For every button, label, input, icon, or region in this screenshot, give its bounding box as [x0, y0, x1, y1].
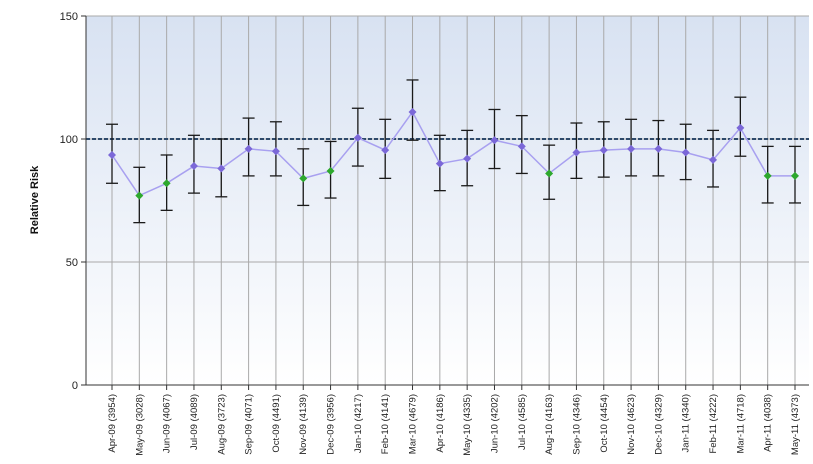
data-point	[791, 171, 799, 180]
x-tick-labels: Apr-09 (3954) May-09 (3028) Jun-09 (4067) J…	[107, 394, 801, 456]
data-point	[627, 144, 636, 153]
data-point	[326, 166, 335, 175]
x-tick-label: Feb-10 (4141)	[380, 394, 391, 454]
data-point	[244, 144, 253, 153]
data-point	[572, 148, 581, 157]
x-tick-label: May-10 (4335)	[462, 394, 473, 456]
x-tick-label: Aug-09 (3723)	[216, 394, 227, 455]
data-point	[517, 142, 526, 151]
data-point	[189, 162, 198, 171]
data-point	[654, 144, 663, 153]
y-axis-title: Relative Risk	[29, 165, 41, 234]
y-tick-label: 50	[66, 257, 78, 269]
axes	[81, 15, 809, 390]
data-point	[463, 154, 472, 163]
data-point	[599, 146, 608, 155]
y-tick-label: 150	[60, 11, 78, 23]
series-path	[111, 110, 795, 197]
x-tick-label: Aug-10 (4163)	[544, 394, 555, 455]
plot-area	[86, 16, 809, 385]
data-point	[162, 179, 171, 188]
data-point	[490, 136, 499, 145]
x-tick-label: Dec-10 (4329)	[653, 394, 664, 455]
x-tick-label: Nov-09 (4139)	[298, 394, 309, 455]
x-tick-label: May-09 (3028)	[134, 394, 145, 456]
data-points	[108, 107, 799, 200]
x-tick-label: Jan-10 (4217)	[353, 394, 364, 453]
x-tick-label: Jul-09 (4089)	[189, 394, 200, 450]
x-tick-label: Sep-10 (4346)	[571, 394, 582, 455]
data-point	[135, 191, 144, 200]
error-bars	[106, 79, 801, 224]
y-tick-labels: 0 50 100 150	[60, 11, 78, 392]
data-point	[408, 107, 417, 116]
x-tick-label: Jun-09 (4067)	[162, 394, 173, 453]
data-point	[681, 148, 690, 157]
x-tick-label: Jun-10 (4202)	[489, 394, 500, 453]
y-tick-label: 100	[60, 134, 78, 146]
x-tick-label: Jan-11 (4340)	[681, 394, 692, 452]
y-tick-label: 0	[72, 380, 78, 392]
x-tick-label: Mar-10 (4679)	[408, 394, 419, 454]
x-tick-label: Dec-09 (3956)	[326, 394, 337, 455]
data-point	[299, 174, 308, 183]
data-point	[108, 150, 116, 159]
x-tick-label: Sep-09 (4071)	[244, 394, 255, 455]
data-point	[353, 133, 362, 142]
data-point	[545, 169, 554, 178]
x-tick-label: Mar-11 (4718)	[735, 394, 746, 454]
data-point	[271, 147, 280, 156]
x-tick-label: Oct-10 (4454)	[599, 394, 610, 453]
x-tick-label: Jul-10 (4585)	[517, 394, 528, 450]
x-tick-label: Feb-11 (4222)	[708, 394, 719, 454]
x-tick-label: Apr-09 (3954)	[107, 394, 118, 453]
data-point	[736, 123, 745, 132]
x-tick-label: Oct-09 (4491)	[271, 394, 282, 453]
x-tick-label: Nov-10 (4623)	[626, 394, 637, 455]
data-point	[381, 146, 390, 155]
data-point	[217, 164, 226, 173]
data-point	[435, 159, 444, 168]
x-tick-label: Apr-11 (4038)	[763, 394, 774, 452]
data-point	[709, 155, 718, 164]
x-tick-label: Apr-10 (4186)	[435, 394, 446, 453]
data-point	[763, 171, 772, 180]
series-line	[111, 110, 795, 197]
x-tick-label: May-11 (4373)	[790, 394, 801, 455]
